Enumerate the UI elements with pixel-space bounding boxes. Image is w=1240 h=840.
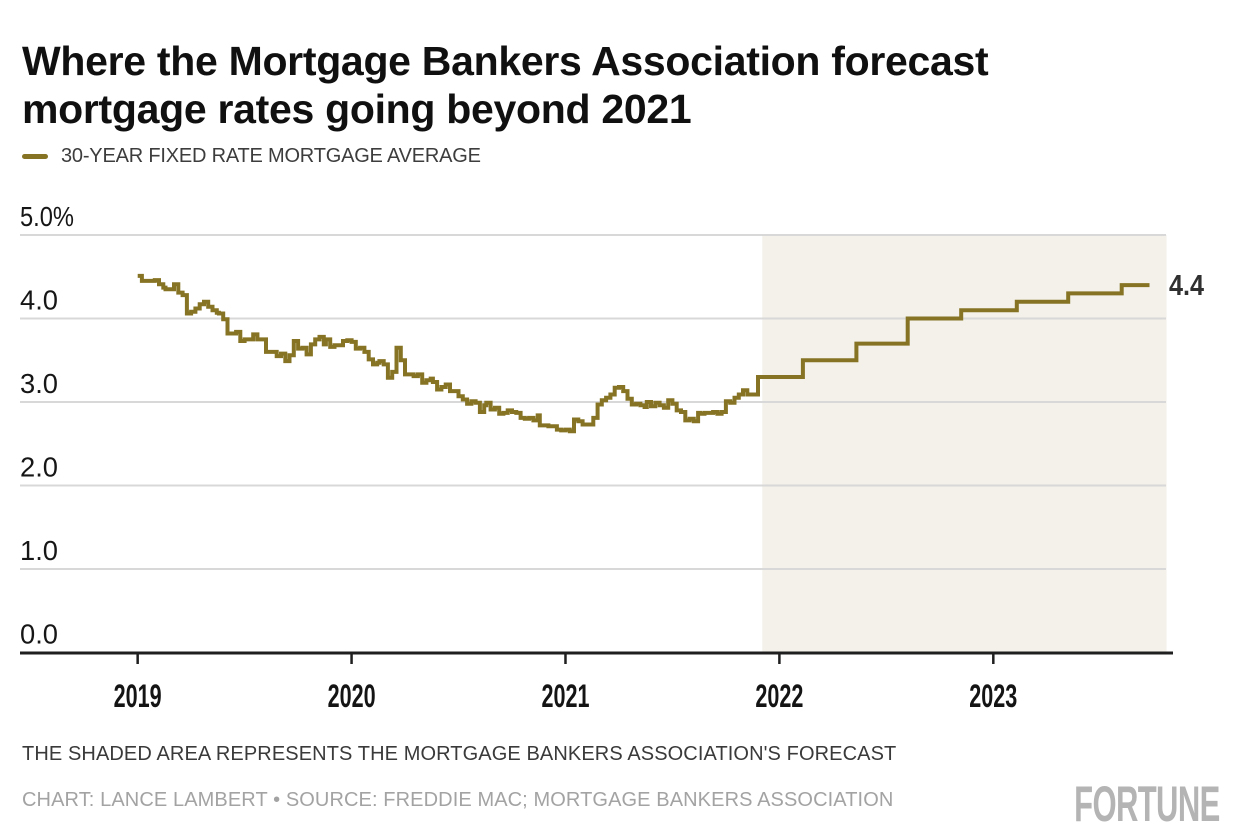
x-axis-ticks bbox=[136, 654, 995, 664]
y-axis-labels: 5.0% 4.0 3.0 2.0 1.0 0.0 bbox=[20, 201, 74, 650]
chart-title-line-1: Where the Mortgage Bankers Association f… bbox=[22, 38, 989, 85]
x-axis-label: 2020 bbox=[328, 678, 376, 714]
chart-title-line-2: mortgage rates going beyond 2021 bbox=[22, 86, 692, 133]
legend: 30-YEAR FIXED RATE MORTGAGE AVERAGE bbox=[22, 145, 481, 168]
legend-line-swatch bbox=[22, 154, 48, 159]
x-axis-label: 2019 bbox=[114, 678, 162, 714]
credit-line: CHART: LANCE LAMBERT • SOURCE: FREDDIE M… bbox=[22, 789, 894, 811]
y-axis-label: 3.0 bbox=[20, 368, 58, 399]
x-axis-label: 2021 bbox=[541, 678, 589, 714]
x-axis-label: 2022 bbox=[755, 678, 803, 714]
end-value-label: 4.4 bbox=[1169, 270, 1204, 302]
x-axis-labels: 2019 2020 2021 2022 2023 bbox=[114, 678, 1018, 714]
y-axis-label: 0.0 bbox=[20, 619, 58, 650]
legend-label: 30-YEAR FIXED RATE MORTGAGE AVERAGE bbox=[61, 145, 481, 167]
gridlines bbox=[20, 234, 1166, 570]
fortune-logo: FORTUNE bbox=[1074, 776, 1221, 832]
footnote: THE SHADED AREA REPRESENTS THE MORTGAGE … bbox=[22, 743, 897, 765]
y-axis-label: 1.0 bbox=[20, 535, 58, 566]
y-axis-label: 2.0 bbox=[20, 452, 58, 483]
forecast-shaded-region bbox=[762, 235, 1167, 653]
y-axis-label: 4.0 bbox=[20, 285, 58, 316]
y-axis-label: 5.0% bbox=[20, 201, 74, 232]
x-axis-label: 2023 bbox=[969, 678, 1017, 714]
rate-line bbox=[137, 273, 1150, 434]
chart-title: Where the Mortgage Bankers Association f… bbox=[22, 37, 989, 133]
